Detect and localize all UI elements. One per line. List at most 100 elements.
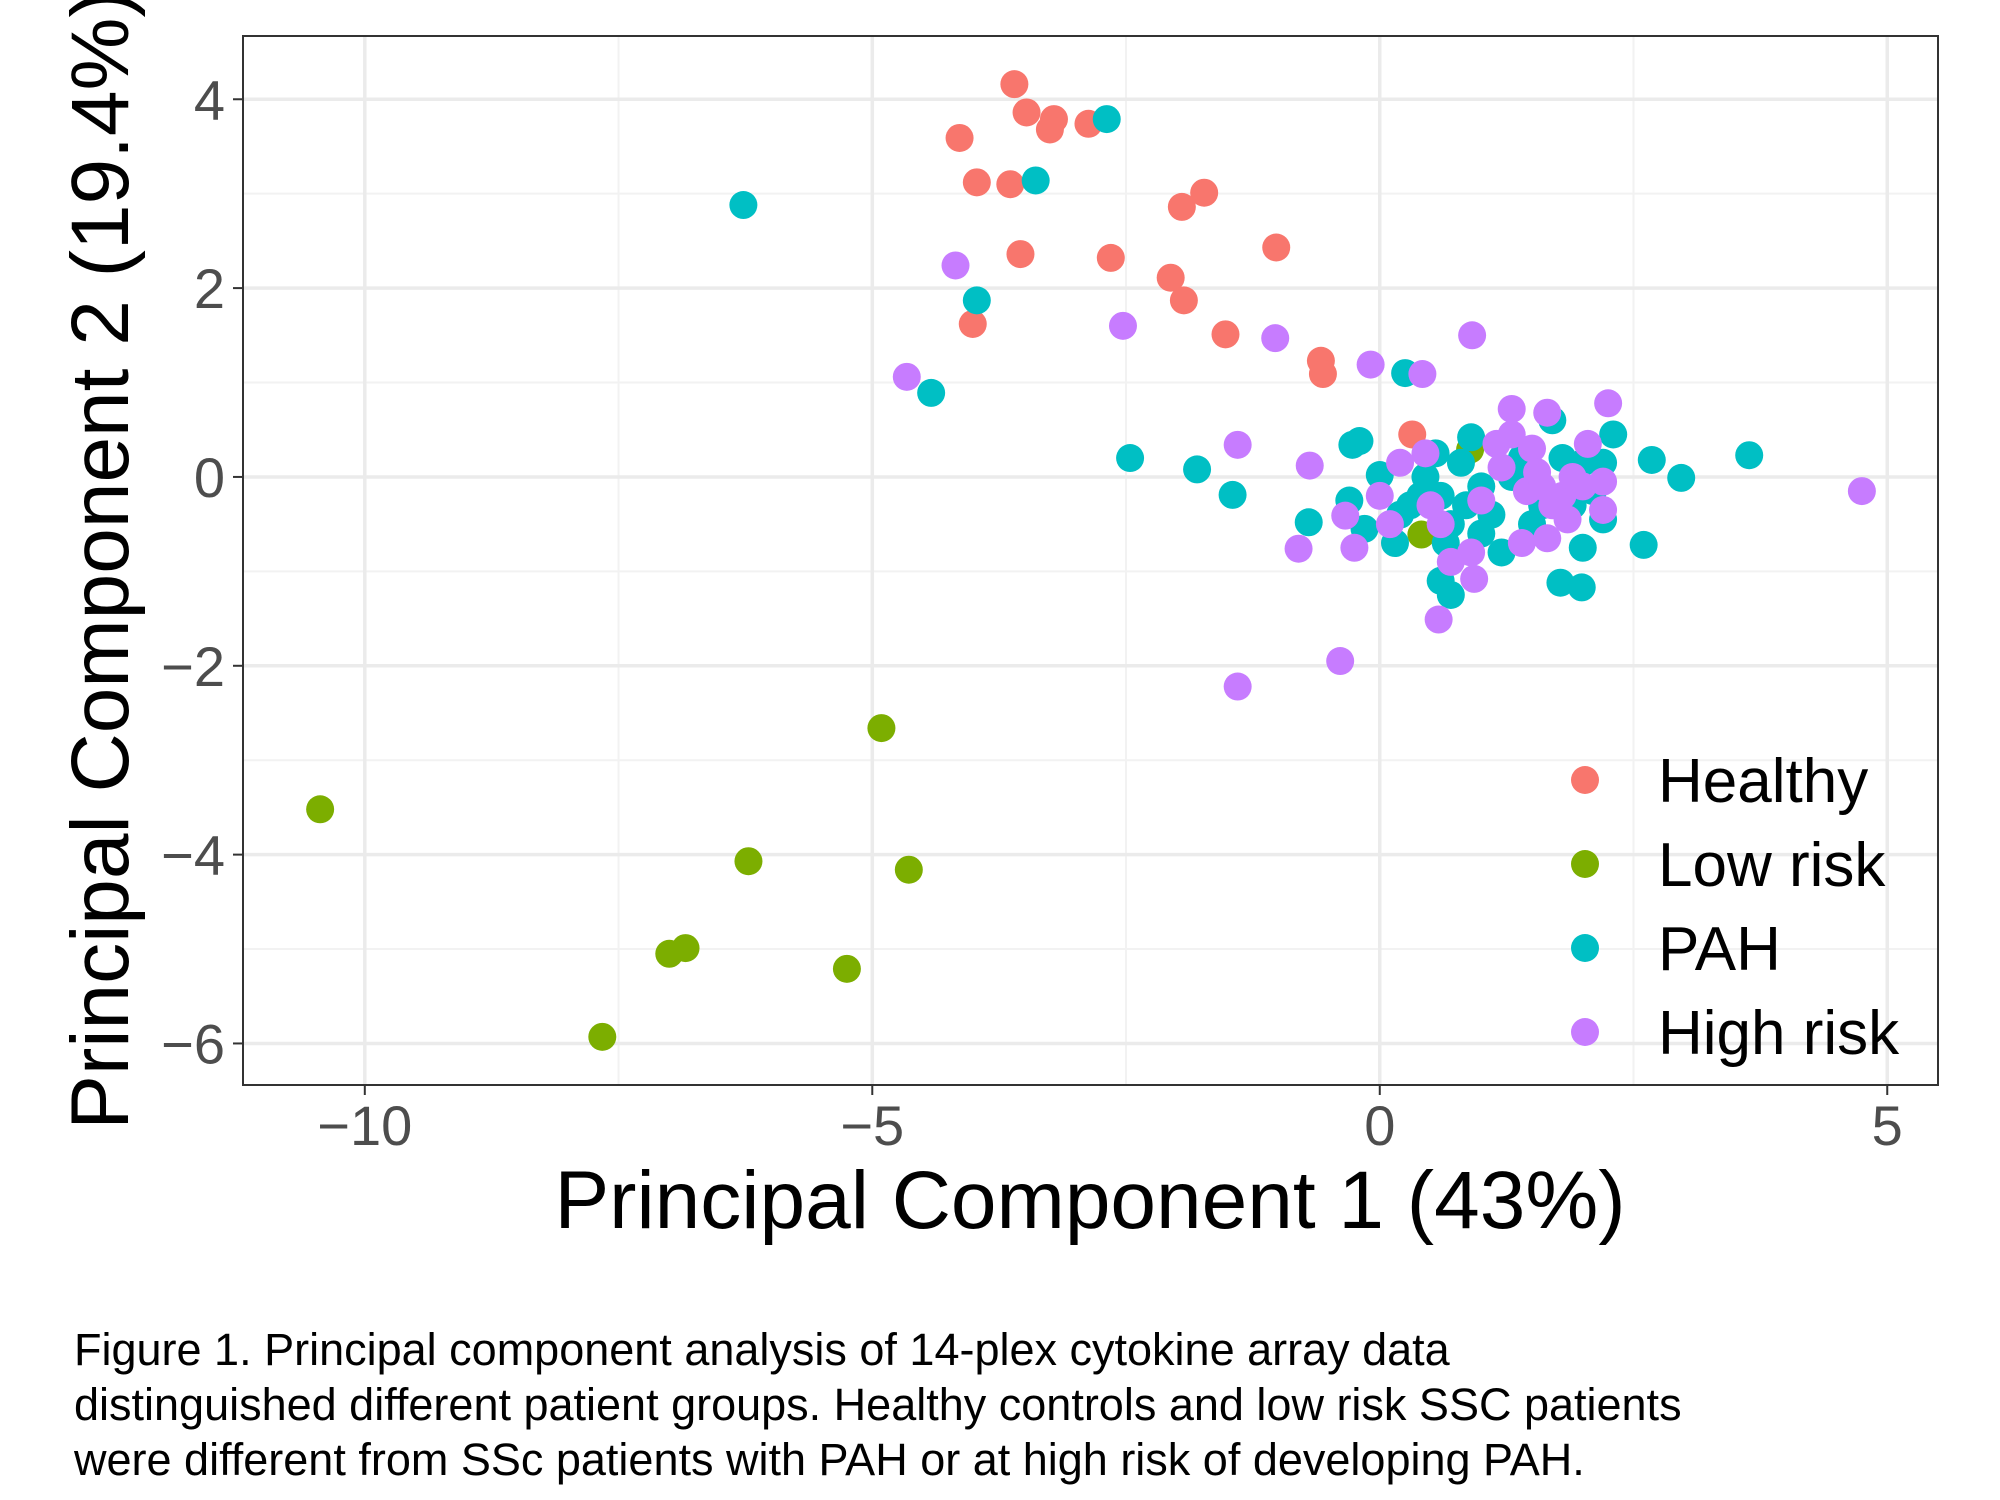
- data-point-pah: [1183, 455, 1212, 484]
- data-point-healthy: [1167, 192, 1196, 221]
- data-point-pah: [1218, 480, 1247, 509]
- data-point-high-risk: [1411, 439, 1440, 468]
- x-tick-label: −10: [317, 1094, 412, 1157]
- data-point-high-risk: [1553, 505, 1582, 534]
- data-point-high-risk: [1589, 467, 1618, 496]
- data-point-healthy: [1211, 320, 1240, 349]
- legend-label-pah: PAH: [1658, 915, 1781, 984]
- data-point-high-risk: [1408, 360, 1437, 389]
- data-point-high-risk: [1589, 495, 1618, 524]
- data-point-pah: [1446, 448, 1475, 477]
- data-point-pah: [1599, 420, 1628, 449]
- data-point-healthy: [958, 309, 987, 338]
- data-point-healthy: [1190, 178, 1219, 207]
- legend-key-low-risk: [1571, 850, 1599, 878]
- data-point-pah: [1568, 533, 1597, 562]
- data-point-high-risk: [1284, 534, 1313, 563]
- data-point-high-risk: [1340, 533, 1369, 562]
- y-tick-label: 2: [194, 257, 225, 320]
- data-point-pah: [1567, 573, 1596, 602]
- data-point-high-risk: [1528, 472, 1557, 501]
- data-point-healthy: [1262, 233, 1291, 262]
- data-point-healthy: [1012, 98, 1041, 127]
- plot-panel-border: [242, 35, 1939, 1086]
- data-point-pah: [1735, 441, 1764, 470]
- data-point-pah: [917, 378, 946, 407]
- data-point-high-risk: [1223, 430, 1252, 459]
- data-point-pah: [1021, 166, 1050, 195]
- data-point-high-risk: [1326, 647, 1355, 676]
- figure-caption: Figure 1. Principal component analysis o…: [74, 1322, 1974, 1487]
- data-point-high-risk: [1295, 451, 1324, 480]
- y-tick-label: −4: [161, 824, 225, 887]
- data-point-healthy: [1000, 70, 1029, 99]
- data-point-healthy: [962, 168, 991, 197]
- data-point-pah: [729, 191, 758, 220]
- data-point-high-risk: [1518, 434, 1547, 463]
- data-point-high-risk: [1458, 321, 1487, 350]
- legend-key-healthy: [1571, 766, 1599, 794]
- caption-line: Figure 1. Principal component analysis o…: [74, 1324, 1450, 1375]
- data-point-low-risk: [832, 954, 861, 983]
- data-point-high-risk: [1467, 486, 1496, 515]
- y-tick-label: −2: [161, 635, 225, 698]
- x-tick-label: −5: [840, 1094, 904, 1157]
- data-point-healthy: [945, 123, 974, 152]
- data-point-high-risk: [941, 251, 970, 280]
- data-point-high-risk: [1497, 394, 1526, 423]
- data-point-high-risk: [1573, 429, 1602, 458]
- data-point-high-risk: [1533, 524, 1562, 553]
- axis-ticks: −10 −5 0 5 4 2 0 −2 −4 −6: [161, 68, 1903, 1157]
- data-point-low-risk: [671, 934, 700, 963]
- data-point-high-risk: [1108, 311, 1137, 340]
- caption-line: distinguished different patient groups. …: [74, 1379, 1682, 1430]
- data-point-pah: [1546, 568, 1575, 597]
- data-point-pah: [1629, 530, 1658, 559]
- x-tick-label: 0: [1364, 1094, 1395, 1157]
- data-point-pah: [962, 286, 991, 315]
- y-tick-label: 0: [194, 446, 225, 509]
- x-axis-title: Principal Component 1 (43%): [554, 1155, 1625, 1246]
- legend: Healthy Low risk PAH High risk: [1571, 747, 1900, 1068]
- data-point-high-risk: [1365, 481, 1394, 510]
- data-point-high-risk: [1416, 491, 1445, 520]
- data-point-high-risk: [1223, 672, 1252, 701]
- data-point-high-risk: [1331, 501, 1360, 530]
- data-point-low-risk: [734, 847, 763, 876]
- data-point-pah: [1092, 105, 1121, 134]
- data-point-healthy: [1169, 286, 1198, 315]
- grid: [243, 36, 1938, 1085]
- legend-key-high-risk: [1571, 1018, 1599, 1046]
- data-points: [306, 70, 1876, 1051]
- data-point-high-risk: [1457, 538, 1486, 567]
- data-point-high-risk: [1386, 448, 1415, 477]
- data-point-pah: [1365, 461, 1394, 490]
- data-point-high-risk: [1533, 398, 1562, 427]
- data-point-healthy: [1006, 240, 1035, 269]
- data-point-healthy: [1035, 115, 1064, 144]
- plot-background: [243, 36, 1938, 1085]
- data-point-pah: [1436, 580, 1465, 609]
- data-point-pah: [1116, 444, 1145, 473]
- data-point-high-risk: [1594, 389, 1623, 418]
- data-point-pah: [1294, 508, 1323, 537]
- data-point-high-risk: [1497, 420, 1526, 449]
- data-point-healthy: [996, 170, 1025, 199]
- data-point-healthy: [1156, 263, 1185, 292]
- data-point-low-risk: [867, 714, 896, 743]
- data-point-pah: [1457, 423, 1486, 452]
- legend-label-high-risk: High risk: [1658, 999, 1900, 1068]
- data-point-high-risk: [1507, 529, 1536, 558]
- data-point-high-risk: [1375, 510, 1404, 539]
- data-point-high-risk: [1261, 324, 1290, 353]
- data-point-low-risk: [306, 795, 335, 824]
- data-point-pah: [1345, 427, 1374, 456]
- legend-key-pah: [1571, 934, 1599, 962]
- data-point-high-risk: [892, 362, 921, 391]
- y-tick-label: 4: [194, 68, 225, 131]
- data-point-pah: [1637, 445, 1666, 474]
- x-tick-label: 5: [1872, 1094, 1903, 1157]
- caption-line: were different from SSc patients with PA…: [74, 1434, 1585, 1485]
- legend-label-low-risk: Low risk: [1658, 831, 1886, 900]
- data-point-high-risk: [1424, 605, 1453, 634]
